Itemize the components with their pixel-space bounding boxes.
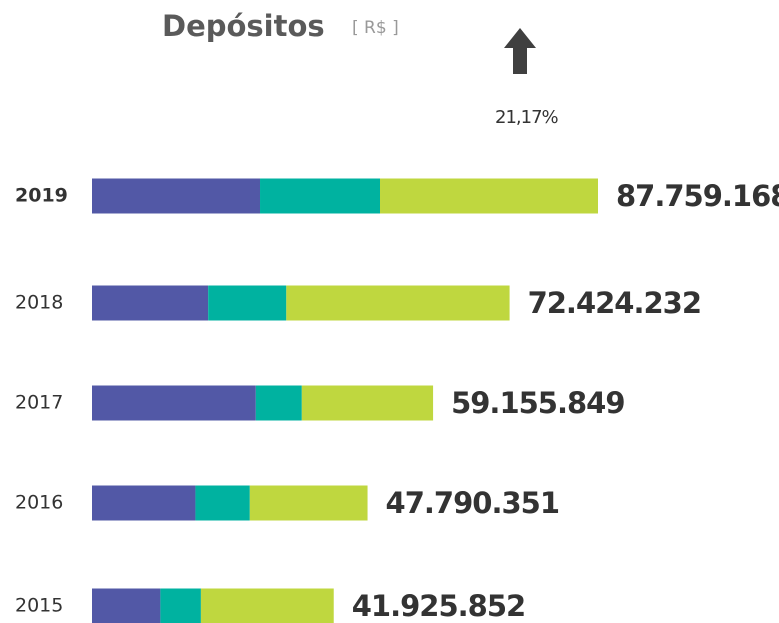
bar-segment	[260, 178, 381, 214]
bar-segment	[92, 385, 256, 421]
total-label: 87.759.168	[616, 179, 779, 213]
total-label: 72.424.232	[528, 286, 701, 320]
y-tick-label: 2017	[15, 392, 63, 414]
y-tick-label: 2016	[15, 492, 63, 514]
bar-segment	[200, 588, 334, 623]
y-tick-label: 2019	[15, 185, 68, 207]
chart-subtitle: [ R$ ]	[352, 18, 399, 38]
chart-title: Depósitos	[162, 9, 325, 43]
bar-segment	[160, 588, 201, 623]
bar-segment	[301, 385, 434, 421]
total-label: 59.155.849	[451, 386, 624, 420]
bar-segment	[255, 385, 302, 421]
bar-segment	[249, 485, 368, 521]
bar-segment	[92, 588, 161, 623]
annotation: 21,17%	[495, 107, 559, 128]
bar-segment	[195, 485, 250, 521]
y-tick-label: 2018	[15, 292, 63, 314]
bar-segment	[92, 285, 209, 321]
total-label: 41.925.852	[352, 589, 525, 623]
y-tick-label: 2015	[15, 595, 63, 617]
bar-segment	[380, 178, 598, 214]
bar-segment	[208, 285, 287, 321]
bar-segment	[92, 178, 261, 214]
arrow-up	[504, 28, 536, 74]
total-label: 47.790.351	[386, 486, 559, 520]
bar-segment	[92, 485, 196, 521]
bar-segment	[286, 285, 510, 321]
